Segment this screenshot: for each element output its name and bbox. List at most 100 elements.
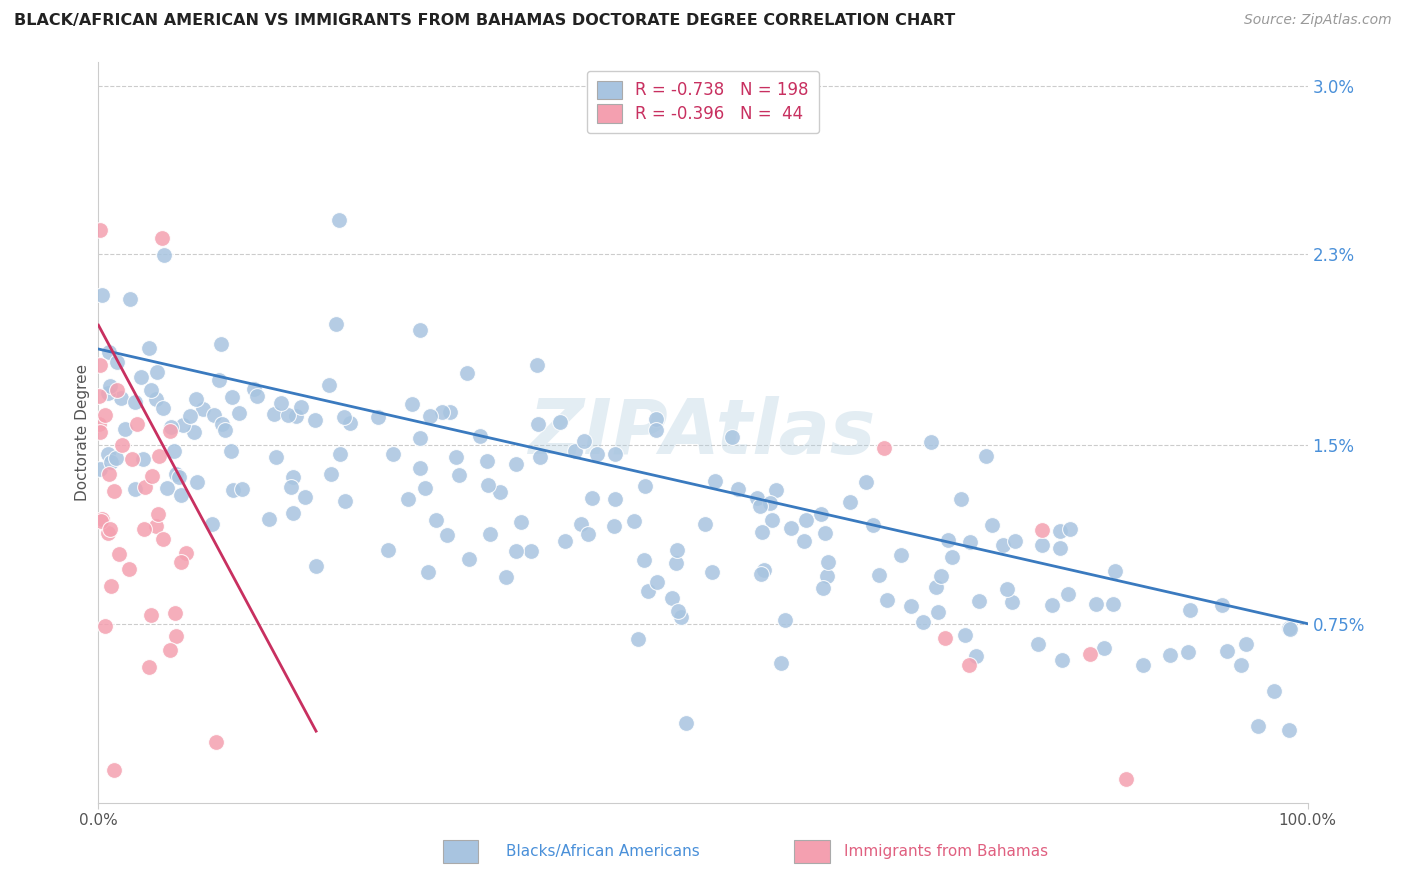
Point (146, 365, 169, 379)
Point (634, 478, 657, 492)
Point (211, 417, 233, 431)
Point (118, 562, 141, 576)
Point (1050, 653, 1073, 667)
Point (995, 582, 1018, 596)
Point (131, 452, 153, 467)
Point (98, 345, 121, 359)
Point (1278, 723, 1301, 737)
Point (202, 408, 225, 422)
Point (1101, 597, 1123, 611)
Point (974, 449, 997, 463)
Point (550, 415, 572, 429)
Text: ZIPAtlas: ZIPAtlas (529, 396, 877, 469)
Point (457, 552, 479, 566)
Point (749, 499, 772, 513)
Point (183, 425, 205, 440)
Point (409, 431, 432, 445)
Point (447, 467, 470, 482)
Point (339, 417, 361, 431)
Point (89, 461, 111, 475)
Point (529, 450, 551, 464)
Point (165, 467, 187, 481)
Point (581, 491, 603, 505)
Point (605, 492, 627, 507)
Point (205, 734, 228, 748)
Point (1247, 719, 1270, 733)
Point (179, 409, 201, 424)
Text: Immigrants from Bahamas: Immigrants from Bahamas (844, 845, 1047, 859)
Point (208, 373, 231, 387)
Point (283, 506, 305, 520)
Point (1040, 598, 1063, 612)
Point (270, 395, 292, 409)
Point (148, 507, 170, 521)
Point (152, 533, 174, 547)
Point (170, 555, 193, 569)
Point (1031, 523, 1053, 537)
Point (294, 490, 316, 504)
Point (477, 453, 499, 467)
Point (510, 515, 533, 529)
Point (156, 481, 179, 495)
Point (139, 383, 162, 397)
Point (527, 417, 550, 432)
Point (90, 288, 112, 302)
Point (193, 401, 215, 416)
Point (626, 632, 648, 646)
Point (333, 410, 356, 425)
Point (637, 583, 659, 598)
Point (991, 538, 1014, 552)
Point (980, 518, 1002, 533)
Point (100, 522, 122, 536)
Point (107, 548, 129, 562)
Point (572, 434, 595, 449)
Point (141, 469, 163, 483)
Text: Blacks/African Americans: Blacks/African Americans (506, 845, 700, 859)
Point (1000, 595, 1022, 609)
Point (1026, 637, 1049, 651)
Point (138, 660, 160, 674)
Point (505, 544, 527, 558)
Point (603, 447, 626, 461)
Point (134, 522, 156, 536)
Point (325, 318, 347, 332)
Point (862, 518, 884, 533)
Point (209, 337, 232, 351)
Point (868, 568, 890, 582)
Point (304, 413, 326, 427)
Point (172, 417, 194, 432)
Point (890, 548, 912, 562)
Point (162, 444, 184, 458)
Point (377, 543, 399, 558)
Point (780, 521, 803, 535)
Point (813, 526, 835, 541)
Point (145, 519, 167, 533)
Point (100, 579, 122, 593)
Point (576, 527, 599, 541)
Point (328, 213, 350, 227)
Point (1104, 564, 1126, 578)
Point (669, 609, 692, 624)
Point (675, 716, 697, 731)
Point (752, 563, 775, 577)
Point (1234, 637, 1257, 651)
Point (169, 470, 191, 484)
Point (1115, 772, 1137, 786)
Point (90, 512, 112, 526)
Point (222, 483, 245, 497)
Point (645, 574, 668, 589)
Point (1056, 587, 1078, 601)
Point (810, 507, 832, 521)
Point (425, 513, 447, 527)
Point (145, 392, 167, 406)
Point (950, 491, 973, 506)
Point (263, 407, 285, 421)
Point (770, 656, 793, 670)
Point (120, 292, 142, 306)
Point (129, 370, 152, 384)
Point (468, 429, 491, 443)
Point (623, 514, 645, 528)
Point (139, 607, 162, 622)
Point (665, 556, 688, 570)
Point (934, 631, 956, 645)
